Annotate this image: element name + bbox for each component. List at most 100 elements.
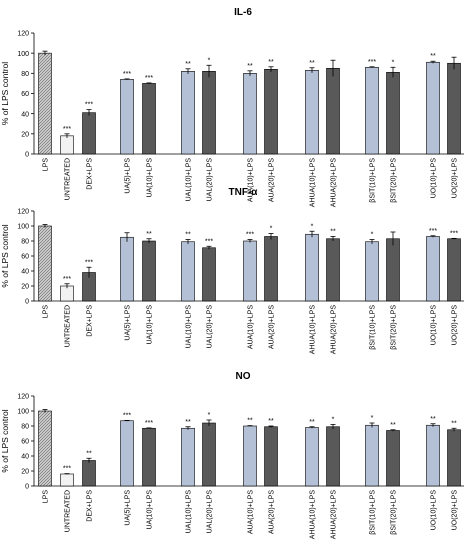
chart-panel: TNF-α % of LPS control 0 20 40 60 80 100 120 LPS *… [0, 187, 464, 354]
significance-marker: * [332, 417, 335, 424]
category-label: DEX+LPS [87, 158, 94, 190]
category-label: UAL(20)+LPS [207, 158, 214, 202]
y-tick-label: 60 [21, 254, 29, 261]
bar [60, 473, 74, 487]
category-label: UAL(10)+LPS [186, 490, 193, 534]
bar [365, 66, 379, 155]
category-label: UNTREATED [65, 490, 72, 532]
significance-marker: ** [146, 231, 152, 238]
category-label: βSIT(10)+LPS [370, 158, 377, 203]
y-tick-label: 120 [17, 394, 29, 401]
bar [426, 424, 440, 487]
significance-marker: *** [63, 466, 71, 473]
bar [82, 112, 96, 155]
significance-marker: ** [330, 229, 336, 236]
bar [60, 135, 74, 155]
category-label: AUA(10)+LPS [248, 158, 255, 202]
category-label: UAL(20)+LPS [207, 305, 214, 349]
y-tick-label: 40 [21, 269, 29, 276]
bar [142, 240, 156, 302]
significance-marker: * [371, 415, 374, 422]
bar [181, 427, 195, 487]
significance-marker: *** [145, 420, 153, 427]
y-tick-label: 0 [25, 484, 29, 491]
bar [264, 426, 278, 487]
significance-marker: ** [247, 63, 253, 70]
bar [243, 73, 257, 155]
y-tick-label: 0 [25, 152, 29, 159]
category-label: LPS [43, 305, 50, 319]
y-tick-label: 60 [21, 439, 29, 446]
bar [326, 67, 340, 155]
significance-marker: *** [123, 71, 131, 78]
significance-marker: *** [145, 75, 153, 82]
significance-marker: ** [268, 59, 274, 66]
category-label: UO(10)+LPS [431, 490, 438, 531]
bar [426, 61, 440, 155]
category-label: AHUA(10)+LPS [310, 158, 317, 208]
category-label: βSIT(10)+LPS [370, 305, 377, 350]
bar [38, 225, 52, 302]
significance-marker: *** [85, 102, 93, 109]
significance-marker: *** [450, 230, 458, 237]
significance-marker: ** [86, 450, 92, 457]
chart-title: IL-6 [234, 7, 252, 18]
significance-marker: * [208, 412, 211, 419]
category-label: UO(20)+LPS [452, 158, 459, 199]
category-label: AUA(10)+LPS [248, 490, 255, 534]
bar [305, 427, 319, 487]
significance-marker: * [270, 226, 273, 233]
category-label: UAL(20)+LPS [207, 490, 214, 534]
category-label: UO(20)+LPS [452, 305, 459, 346]
category-label: UO(20)+LPS [452, 490, 459, 531]
category-label: UO(10)+LPS [431, 305, 438, 346]
y-tick-label: 120 [17, 209, 29, 216]
bar [142, 427, 156, 487]
bar [264, 69, 278, 155]
category-label: βSIT(10)+LPS [370, 490, 377, 535]
y-axis-label: % of LPS control [0, 224, 10, 287]
category-label: AHUA(10)+LPS [310, 305, 317, 355]
bar [386, 72, 400, 155]
significance-marker: *** [368, 59, 376, 66]
y-tick-label: 20 [21, 469, 29, 476]
y-tick-label: 0 [25, 299, 29, 306]
significance-marker: ** [451, 420, 457, 427]
bar [142, 83, 156, 155]
category-label: βSIT(20)+LPS [391, 158, 398, 203]
significance-marker: *** [246, 232, 254, 239]
y-tick-label: 80 [21, 424, 29, 431]
y-tick-label: 100 [17, 51, 29, 58]
significance-marker: * [208, 57, 211, 64]
y-tick-label: 80 [21, 71, 29, 78]
category-label: AUA(10)+LPS [248, 305, 255, 349]
significance-marker: *** [205, 238, 213, 245]
category-label: AHUA(20)+LPS [331, 490, 338, 540]
y-axis-label: % of LPS control [0, 62, 10, 125]
bar [305, 233, 319, 302]
category-label: βSIT(20)+LPS [391, 305, 398, 350]
category-label: UAL(10)+LPS [186, 158, 193, 202]
category-label: UA(5)+LPS [125, 158, 132, 194]
category-label: LPS [43, 158, 50, 172]
bar [202, 71, 216, 155]
y-tick-label: 40 [21, 454, 29, 461]
bar [386, 430, 400, 487]
bar [326, 426, 340, 487]
bar [447, 238, 461, 302]
bar [243, 425, 257, 487]
significance-marker: * [311, 223, 314, 230]
significance-marker: ** [268, 418, 274, 425]
significance-marker: ** [430, 416, 436, 423]
bar [447, 62, 461, 155]
category-label: βSIT(20)+LPS [391, 490, 398, 535]
y-tick-label: 100 [17, 224, 29, 231]
y-tick-label: 80 [21, 239, 29, 246]
significance-marker: *** [85, 259, 93, 266]
category-label: LPS [43, 490, 50, 504]
category-label: AHUA(10)+LPS [310, 490, 317, 540]
bar [305, 70, 319, 155]
category-label: UNTREATED [65, 158, 72, 200]
bar [264, 236, 278, 302]
